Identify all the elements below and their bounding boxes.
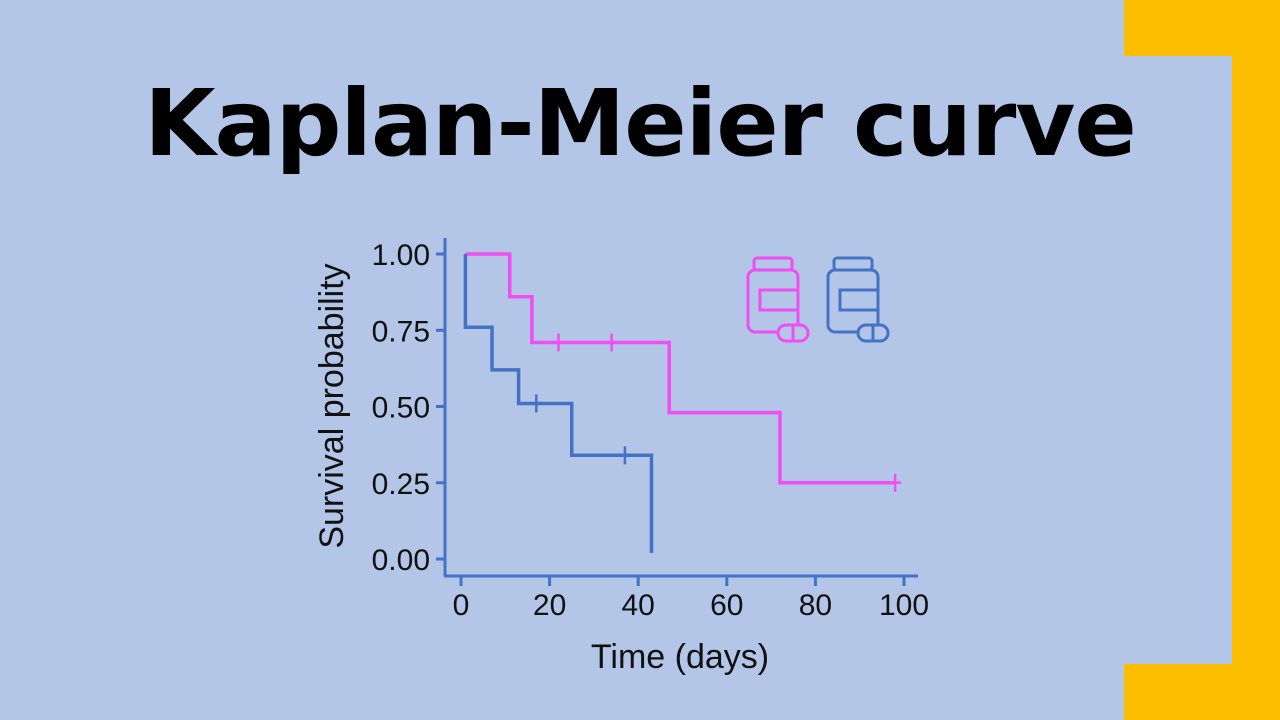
medicine-bottle-icon — [826, 256, 890, 343]
y-tick-label: 0.50 — [372, 392, 430, 425]
series-1-line — [465, 252, 896, 485]
accent-bar-side — [1232, 0, 1280, 720]
x-tick-label: 100 — [879, 589, 929, 622]
medicine-bottle-icon — [746, 256, 810, 343]
x-tick-label: 60 — [710, 589, 743, 622]
chart-legend — [746, 256, 890, 343]
y-tick-label: 0.25 — [372, 468, 430, 501]
x-tick-label: 0 — [453, 589, 470, 622]
bottle-label — [838, 288, 880, 312]
y-tick-label: 0.75 — [372, 315, 430, 348]
series-2-line — [463, 254, 654, 553]
accent-bar-bottom — [1124, 664, 1280, 720]
x-tick-label: 40 — [622, 589, 655, 622]
bottle-cap — [752, 256, 794, 272]
bottle-body — [746, 268, 800, 334]
bottle-body — [826, 268, 880, 334]
page-title: Kaplan-Meier curve — [144, 70, 1137, 177]
x-tick-label: 80 — [799, 589, 832, 622]
x-axis-label: Time (days) — [591, 638, 769, 676]
y-tick-label: 0.00 — [372, 544, 430, 577]
y-axis-label: Survival probability — [313, 263, 351, 548]
bottle-cap — [832, 256, 874, 272]
y-tick-label: 1.00 — [372, 239, 430, 272]
bottle-label — [758, 288, 800, 312]
x-tick-label: 20 — [533, 589, 566, 622]
